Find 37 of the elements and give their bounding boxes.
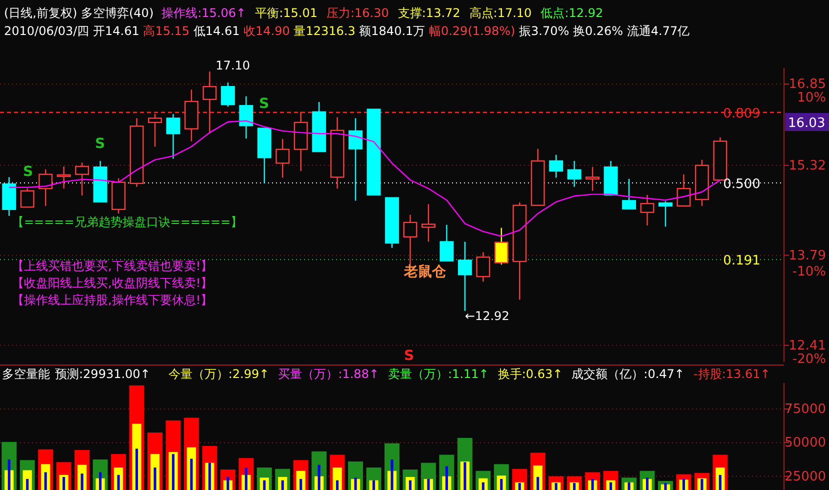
y-tick-label: 12.41 <box>788 338 826 354</box>
y-tick-label: 75000 <box>784 402 826 417</box>
text: 买量（万）:1.88↑ <box>278 367 380 381</box>
y-tick-label: 16.85 <box>788 77 826 92</box>
text: 2010/06/03/四 开14.61 高15.15 低14.61 收14.90 量12316.3 额1840.1万 幅0.29(1.98%) 振3.70% 换0.26% 流通4.77亿 <box>4 24 690 38</box>
text: 成交额（亿）:0.47↑ <box>572 367 684 381</box>
text: 卖量（万）:1.11↑ <box>388 367 489 381</box>
annotation: ←12.92 <box>464 308 510 323</box>
annotation: 【=====兄弟趋势操盘口诀======】 <box>12 215 243 229</box>
annotation: 17.10 <box>216 58 250 72</box>
annotation: 【收盘阳线上线买,收盘阴线下线卖!】 <box>12 276 213 290</box>
text: -持股:13.61↑ <box>694 367 770 381</box>
annotation: S <box>22 164 34 180</box>
text: 支撑:13.72 <box>398 6 460 20</box>
y-tick-label: 50000 <box>784 436 826 451</box>
annotation: 老鼠仓 <box>403 264 447 280</box>
text: 压力:16.30 <box>326 6 389 20</box>
annotation: 【操作线上应持股,操作线下要休息!】 <box>12 293 213 307</box>
y-tick-label: 13.79 <box>788 248 826 264</box>
annotation: S <box>404 348 414 364</box>
y-tick-label: 25000 <box>784 469 826 484</box>
annotation: 0.191 <box>723 254 760 269</box>
y-tick-label: 15.32 <box>788 158 826 174</box>
text: 操作线:15.06↑ <box>162 6 246 20</box>
annotation: S <box>94 136 106 152</box>
text: 16.03 <box>788 116 826 131</box>
chart-title: 多空量能 <box>2 367 50 381</box>
annotation: 0.500 <box>723 176 760 192</box>
text: 高点:17.10 <box>469 6 532 20</box>
text: 预测:29931.00↑ <box>55 367 150 381</box>
text: 平衡:15.01 <box>255 6 318 20</box>
text: 今量（万）:2.99↑ <box>168 367 270 381</box>
text: 换手:0.63↑ <box>498 367 563 381</box>
text: 低点:12.92 <box>540 6 604 20</box>
annotation: S <box>258 96 270 112</box>
chart-title: (日线,前复权) 多空博弈(40) <box>4 6 154 20</box>
annotation: 【上线买错也要买,下线卖错也要卖!】 <box>12 259 213 273</box>
